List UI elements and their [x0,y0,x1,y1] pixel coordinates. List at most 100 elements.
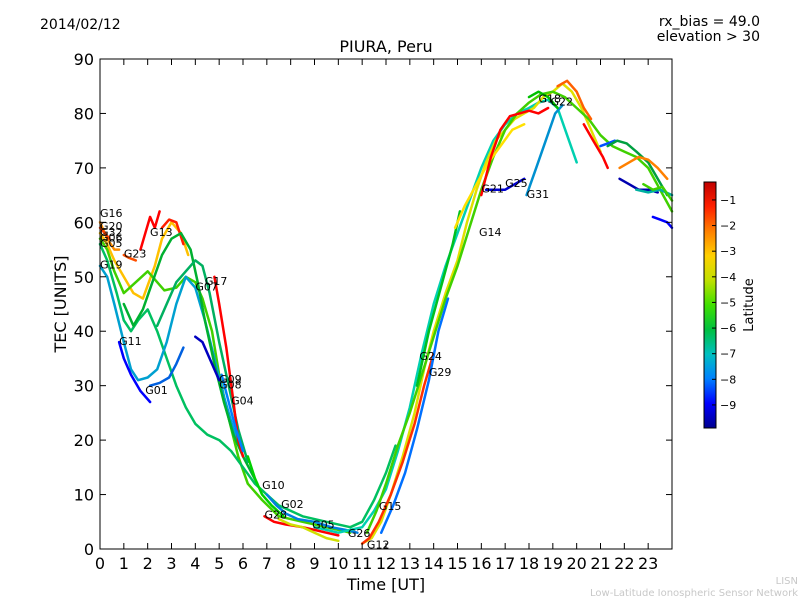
series-line-g13c [651,215,674,230]
y-tick-label: 80 [74,104,94,123]
series-label-g13: G13 [150,226,173,239]
x-tick-label: 5 [214,554,224,573]
series-label-g25: G25 [505,177,528,190]
series-label-g22: G22 [550,95,573,108]
series-line-g15 [360,351,435,545]
x-tick-label: 14 [423,554,443,573]
x-tick-label: 2 [143,554,153,573]
series-line-g05b [277,517,340,543]
colorbar-tick-label: −6 [720,322,736,335]
series-label-g08: G08 [219,378,242,391]
series-label-g15: G15 [379,500,402,513]
series-label-g09: G09 [219,373,242,386]
x-tick-label: 10 [328,554,348,573]
y-axis-label: TEC [UNITS] [51,256,70,354]
series-label-g04: G04 [231,395,254,408]
series-label-g20: G20 [100,220,123,233]
x-tick-label: 0 [95,554,105,573]
colorbar-tick-label: −3 [720,245,736,258]
series-label-g19: G19 [100,259,123,272]
colorbar-tick-label: −1 [720,194,736,207]
x-tick-label: 22 [614,554,634,573]
colorbar-label: Latitude [742,278,757,332]
series-line-g22 [527,90,559,110]
series-line-g05 [98,242,397,529]
series-label-g02: G02 [281,498,304,511]
y-tick-label: 30 [74,377,94,396]
y-tick-label: 40 [74,322,94,341]
x-tick-label: 20 [566,554,586,573]
series-label-g18: G18 [539,93,562,106]
series-label-g07: G07 [195,280,218,293]
y-tick-label: 20 [74,431,94,450]
x-tick-label: 9 [309,554,319,573]
chart-title: PIURA, Peru [339,37,433,56]
series-line-g08 [213,275,245,458]
colorbar-tick-label: −8 [720,373,736,386]
series-lines [98,79,674,545]
x-tick-label: 19 [543,554,563,573]
credit-short: LISN [775,576,798,587]
series-label-g01: G01 [145,384,168,397]
series-label-g28: G28 [264,509,287,522]
y-tick-label: 0 [84,540,94,559]
series-label-g23: G23 [124,248,147,261]
series-line-g08b [599,139,617,148]
colorbar-ticks: −1 −2 −3 −4 −5 −6 −7 −8 −9 [712,194,736,412]
series-label-g26: G26 [348,527,371,540]
y-tick-label: 70 [74,159,94,178]
series-line-g01 [148,346,185,387]
series-label-g12: G12 [367,538,390,551]
y-axis-ticks: 0 10 20 30 40 50 60 70 80 90 [74,50,672,559]
x-tick-label: 15 [447,554,467,573]
series-label-g17: G17 [205,275,228,288]
series-line-g07 [155,259,250,464]
x-tick-label: 21 [590,554,610,573]
date-label: 2014/02/12 [40,17,121,33]
x-tick-label: 8 [286,554,296,573]
series-label-g31: G31 [527,188,550,201]
x-tick-label: 4 [190,554,200,573]
series-label-g05: G05 [100,237,123,250]
series-line-g11 [117,340,152,404]
colorbar-tick-label: −4 [720,271,736,284]
colorbar-tick-label: −2 [720,220,736,233]
series-line-g13 [139,210,161,251]
series-label-g32: G32 [100,226,123,239]
x-tick-label: 23 [638,554,658,573]
series-label-g06: G06 [100,231,123,244]
x-axis-ticks: 0 1 2 3 4 5 6 7 8 9 10 11 12 13 14 15 16 17 18 19 20 21 22 23 [95,59,658,573]
x-tick-label: 11 [352,554,372,573]
series-line-g27 [582,123,609,170]
series-label-g10: G10 [262,479,285,492]
y-tick-label: 60 [74,213,94,232]
series-line-g30 [606,139,669,197]
x-tick-label: 6 [238,554,248,573]
series-line-g25 [484,177,526,191]
rx-bias-label: rx_bias = 49.0 [658,14,760,30]
series-label-g16: G16 [100,207,123,220]
series-line-g24 [365,90,674,534]
x-tick-label: 16 [471,554,491,573]
series-line-g14 [415,210,462,387]
series-line-g29 [379,297,450,534]
series-line-g09 [194,335,221,382]
series-line-g19 [98,264,245,453]
series-label-g29: G29 [429,366,452,379]
x-axis-label: Time [UT] [346,575,425,594]
series-label-g21: G21 [481,182,504,195]
series-line-g04 [220,373,245,453]
series-label-g05: G05 [312,518,335,531]
credit-long: Low-Latitude Ionospheric Sensor Network [590,588,798,599]
x-tick-label: 18 [519,554,539,573]
x-tick-label: 1 [119,554,129,573]
elevation-label: elevation > 30 [656,29,760,45]
colorbar-tick-label: −7 [720,348,736,361]
series-line-g20b [556,79,593,121]
x-tick-label: 12 [376,554,396,573]
colorbar-tick-label: −9 [720,399,736,412]
series-line-g23 [122,253,138,262]
series-line-g31 [525,104,564,197]
y-tick-label: 90 [74,50,94,69]
